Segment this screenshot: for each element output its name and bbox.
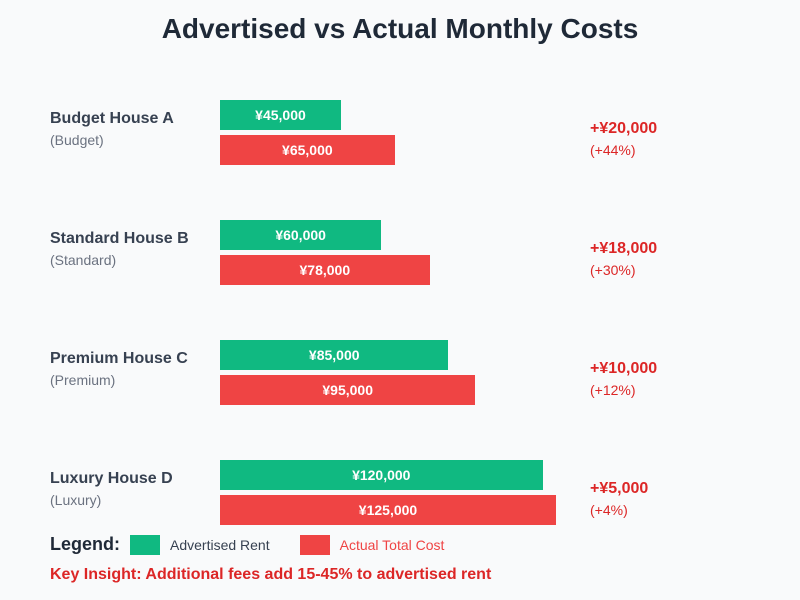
bar-advertised: ¥120,000 xyxy=(220,460,543,490)
legend: Legend: Advertised Rent Actual Total Cos… xyxy=(50,534,474,555)
category-label: Standard House B xyxy=(50,230,189,247)
category-tier: (Premium) xyxy=(50,372,116,388)
bar-actual: ¥95,000 xyxy=(220,375,476,405)
bar-actual: ¥125,000 xyxy=(220,495,556,525)
category-group: Budget House A (Budget) ¥45,000 ¥65,000 +¥20… xyxy=(0,100,800,220)
legend-label-actual: Actual Total Cost xyxy=(339,536,445,553)
category-label: Premium House C xyxy=(50,350,188,367)
legend-label-advertised: Advertised Rent xyxy=(170,536,270,553)
difference-percent: (+12%) xyxy=(590,382,636,398)
bar-actual: ¥78,000 xyxy=(220,255,430,285)
difference-percent: (+30%) xyxy=(590,262,636,278)
chart-title: Advertised vs Actual Monthly Costs xyxy=(161,13,639,44)
bar-advertised: ¥45,000 xyxy=(220,100,341,130)
legend-swatch-advertised xyxy=(130,534,160,555)
bar-advertised: ¥85,000 xyxy=(220,340,449,370)
difference-value: +¥5,000 xyxy=(590,480,649,497)
category-tier: (Luxury) xyxy=(50,492,102,508)
key-insight: Key Insight: Additional fees add 15-45% … xyxy=(50,566,492,583)
category-group: Standard House B (Standard) ¥60,000 ¥78,000… xyxy=(0,220,800,340)
bar-actual: ¥65,000 xyxy=(220,135,395,165)
category-group: Luxury House D (Luxury) ¥120,000 ¥125,000 +¥… xyxy=(0,460,800,580)
difference-percent: (+4%) xyxy=(590,502,628,518)
category-tier: (Standard) xyxy=(50,252,117,268)
difference-value: +¥20,000 xyxy=(590,120,658,137)
difference-value: +¥10,000 xyxy=(590,360,658,377)
difference-percent: (+44%) xyxy=(590,142,636,158)
category-label: Luxury House D xyxy=(50,470,173,487)
category-group: Premium House C (Premium) ¥85,000 ¥95,000 +¥… xyxy=(0,340,800,460)
category-label: Budget House A xyxy=(50,110,174,127)
difference-value: +¥18,000 xyxy=(590,240,658,257)
legend-title: Legend: xyxy=(50,534,120,554)
category-tier: (Budget) xyxy=(50,132,104,148)
legend-swatch-actual xyxy=(299,534,330,555)
bar-advertised: ¥60,000 xyxy=(220,220,382,250)
